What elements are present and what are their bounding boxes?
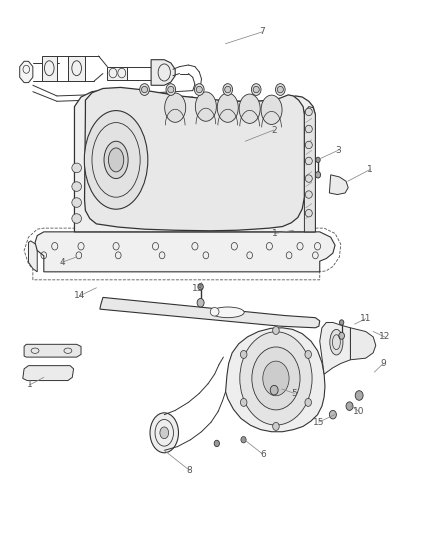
Text: 4: 4 <box>60 258 65 266</box>
Ellipse shape <box>195 92 216 122</box>
Text: 6: 6 <box>260 450 266 458</box>
Ellipse shape <box>196 86 202 93</box>
Ellipse shape <box>84 111 148 209</box>
Ellipse shape <box>305 125 312 133</box>
Text: 1: 1 <box>272 229 278 238</box>
Text: 1: 1 <box>367 165 373 174</box>
Polygon shape <box>350 328 376 360</box>
Text: 1: 1 <box>27 381 33 389</box>
Polygon shape <box>151 60 175 85</box>
Text: 14: 14 <box>74 292 85 300</box>
Ellipse shape <box>210 308 219 316</box>
Ellipse shape <box>239 94 260 124</box>
Ellipse shape <box>272 326 279 335</box>
Polygon shape <box>320 322 350 374</box>
Ellipse shape <box>150 413 179 453</box>
Ellipse shape <box>305 141 312 149</box>
Text: 10: 10 <box>353 407 365 416</box>
Text: 2: 2 <box>271 126 276 134</box>
Ellipse shape <box>270 385 278 395</box>
Ellipse shape <box>261 95 282 125</box>
Ellipse shape <box>240 351 247 359</box>
Polygon shape <box>68 56 85 81</box>
Ellipse shape <box>214 440 219 447</box>
Ellipse shape <box>241 437 246 443</box>
Text: 5: 5 <box>291 389 297 398</box>
Polygon shape <box>20 61 33 83</box>
Ellipse shape <box>276 84 285 95</box>
Ellipse shape <box>165 93 186 123</box>
Polygon shape <box>107 67 127 80</box>
Polygon shape <box>329 175 348 195</box>
Ellipse shape <box>305 175 312 182</box>
Ellipse shape <box>251 84 261 95</box>
Ellipse shape <box>316 157 320 163</box>
Ellipse shape <box>315 172 321 178</box>
Ellipse shape <box>211 307 244 318</box>
Polygon shape <box>35 232 335 272</box>
Polygon shape <box>100 297 320 328</box>
Ellipse shape <box>72 214 81 223</box>
Ellipse shape <box>72 163 81 173</box>
Ellipse shape <box>252 347 300 410</box>
Polygon shape <box>23 366 74 381</box>
Text: 11: 11 <box>360 314 371 323</box>
Polygon shape <box>74 90 315 232</box>
Ellipse shape <box>166 84 176 95</box>
Ellipse shape <box>141 86 148 93</box>
Ellipse shape <box>108 148 124 172</box>
Ellipse shape <box>272 422 279 431</box>
Text: 12: 12 <box>379 333 390 341</box>
Ellipse shape <box>194 84 204 95</box>
Ellipse shape <box>263 361 289 395</box>
Ellipse shape <box>160 427 169 439</box>
Ellipse shape <box>72 198 81 207</box>
Polygon shape <box>42 56 57 81</box>
Text: 7: 7 <box>259 28 265 36</box>
Text: 9: 9 <box>380 359 386 368</box>
Ellipse shape <box>197 298 204 307</box>
Ellipse shape <box>305 209 312 217</box>
Text: 8: 8 <box>186 466 192 474</box>
Ellipse shape <box>240 332 312 425</box>
Ellipse shape <box>72 182 81 191</box>
Ellipse shape <box>329 410 336 419</box>
Ellipse shape <box>305 399 311 407</box>
Ellipse shape <box>305 108 312 116</box>
Polygon shape <box>24 344 81 357</box>
Ellipse shape <box>355 391 363 400</box>
Polygon shape <box>28 241 37 272</box>
Ellipse shape <box>305 191 312 198</box>
Polygon shape <box>304 107 315 232</box>
Ellipse shape <box>240 399 247 407</box>
Ellipse shape <box>277 86 283 93</box>
Ellipse shape <box>223 84 233 95</box>
Ellipse shape <box>225 86 231 93</box>
Polygon shape <box>226 328 325 432</box>
Polygon shape <box>85 87 304 231</box>
Ellipse shape <box>339 320 344 325</box>
Text: 15: 15 <box>313 418 325 426</box>
Ellipse shape <box>305 351 311 359</box>
Ellipse shape <box>104 141 128 179</box>
Ellipse shape <box>253 86 259 93</box>
Ellipse shape <box>217 93 238 123</box>
Text: 13: 13 <box>192 285 204 293</box>
Ellipse shape <box>168 86 174 93</box>
Ellipse shape <box>339 333 344 340</box>
Ellipse shape <box>140 84 149 95</box>
Ellipse shape <box>198 284 203 290</box>
Ellipse shape <box>330 329 343 355</box>
Ellipse shape <box>305 157 312 165</box>
Ellipse shape <box>346 402 353 410</box>
Text: 3: 3 <box>335 146 341 155</box>
